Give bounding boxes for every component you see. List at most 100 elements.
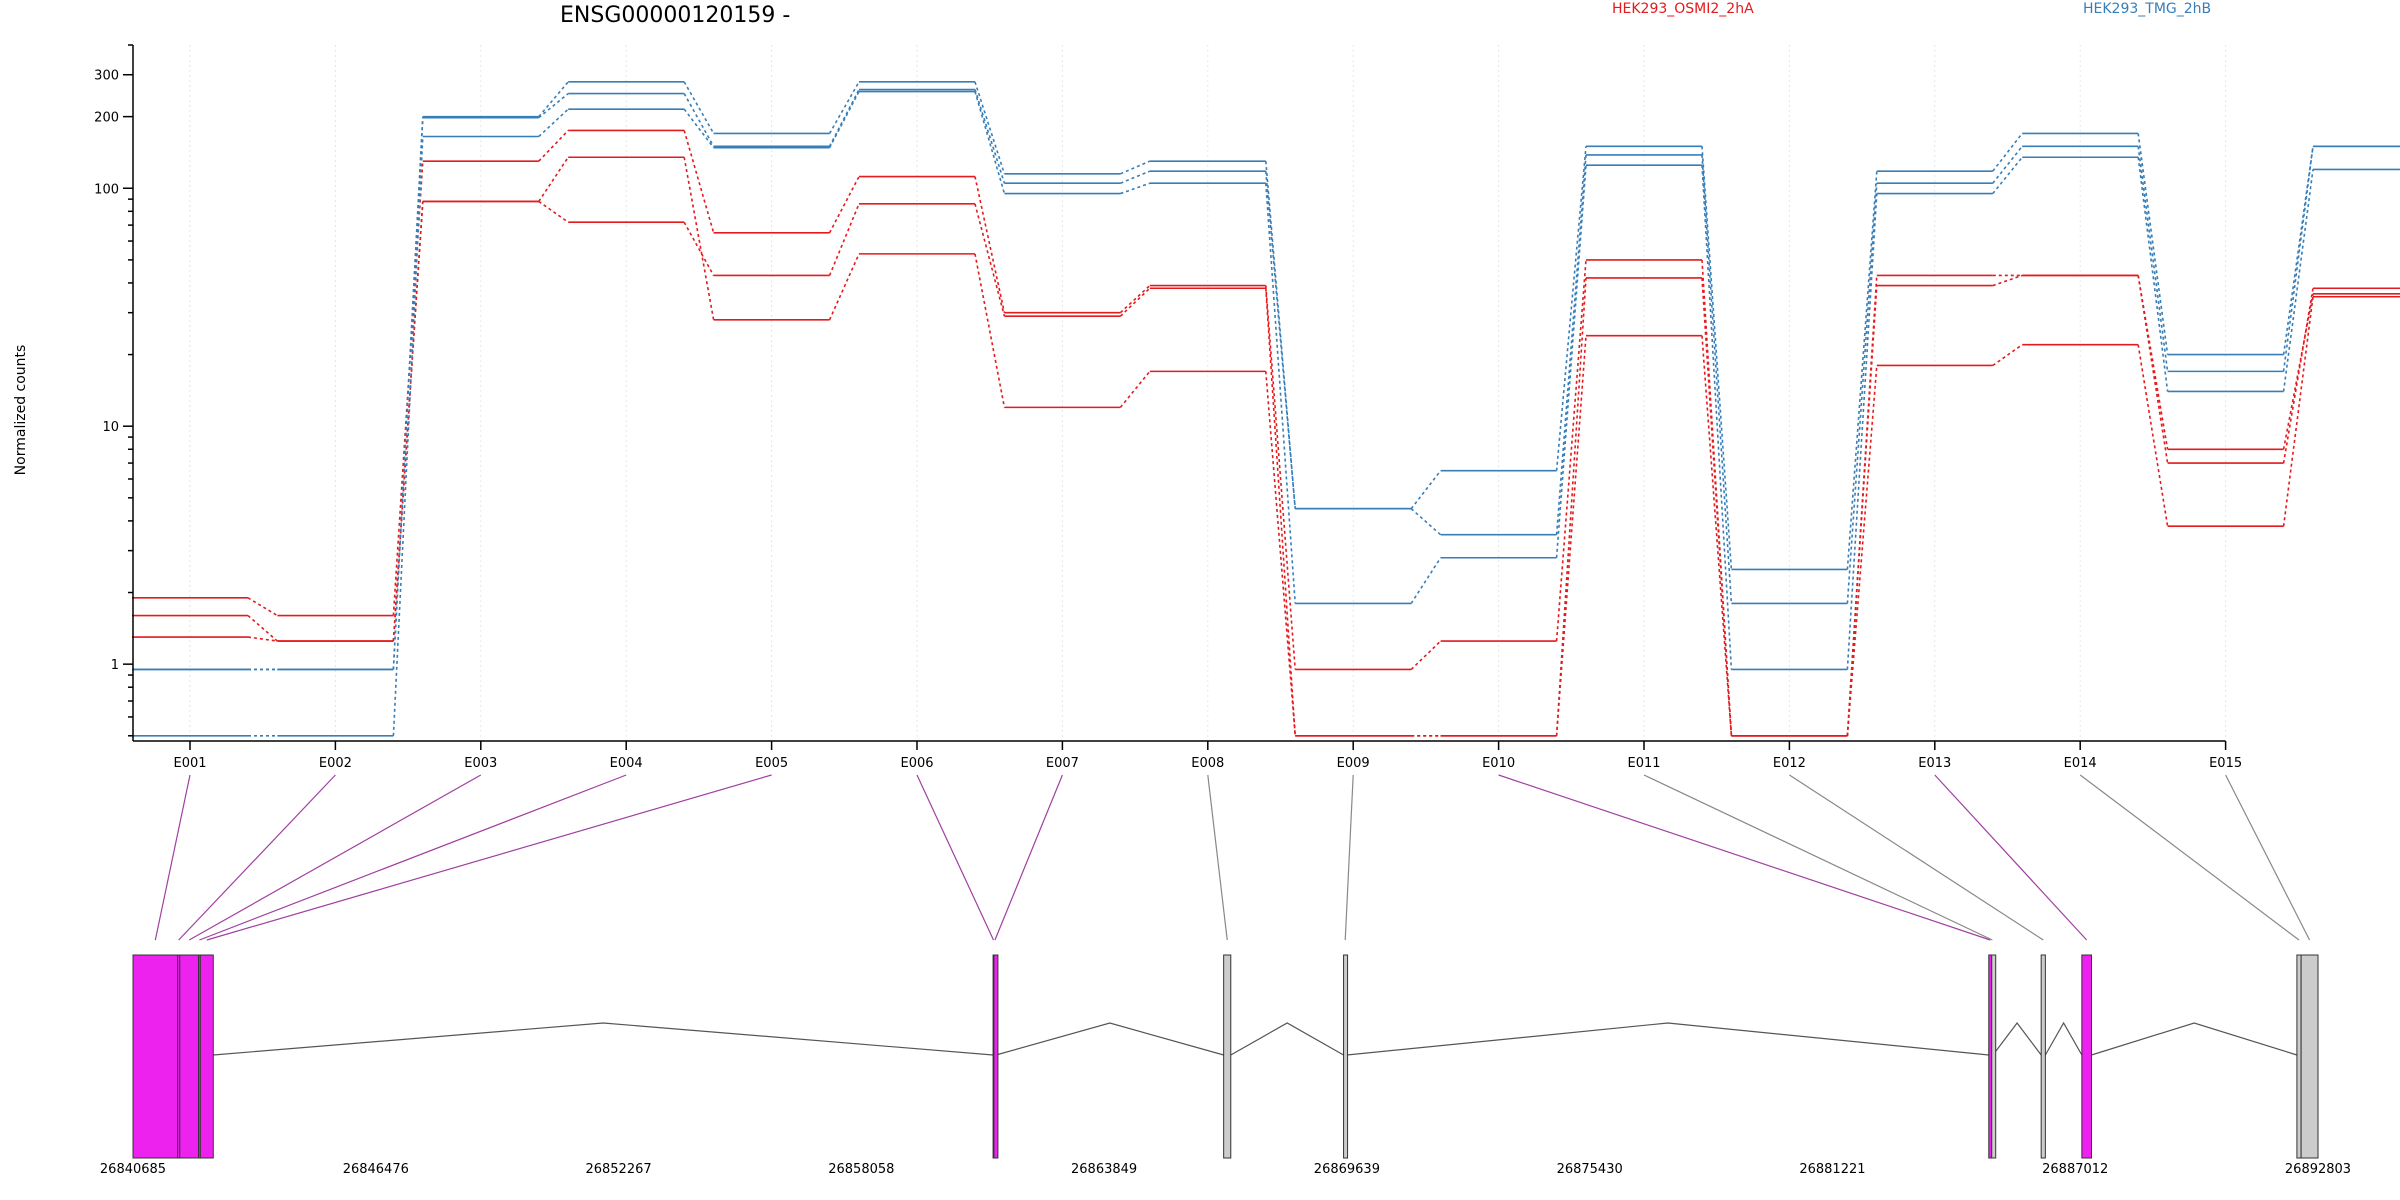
series-2-link-7 bbox=[1265, 371, 1296, 736]
connector-E004 bbox=[199, 774, 627, 941]
genomic-position-label: 26852267 bbox=[585, 1162, 651, 1177]
x-tick-label-E013: E013 bbox=[1918, 756, 1951, 771]
exon-block-E014 bbox=[2296, 954, 2302, 1159]
connector-E012 bbox=[1789, 774, 2044, 941]
connector-E015 bbox=[2225, 774, 2311, 941]
series-2-link-14 bbox=[2282, 296, 2314, 527]
intron-7 bbox=[2091, 1022, 2298, 1056]
series-1-link-0 bbox=[247, 614, 278, 642]
x-tick-label-E001: E001 bbox=[173, 756, 206, 771]
series-2-link-4 bbox=[828, 253, 860, 321]
intron-6 bbox=[2044, 1021, 2083, 1056]
series-2-link-6 bbox=[1119, 370, 1151, 408]
series-5-link-2 bbox=[538, 108, 569, 138]
series-4-link-4 bbox=[828, 89, 860, 147]
connector-E007 bbox=[994, 774, 1063, 941]
exon-block-E011 bbox=[1991, 954, 1997, 1159]
series-3-link-4 bbox=[828, 81, 860, 134]
series-3-link-2 bbox=[538, 81, 569, 118]
series-1-link-10 bbox=[1701, 277, 1733, 736]
exon-block-E003 bbox=[179, 954, 200, 1159]
connector-E009 bbox=[1344, 774, 1354, 941]
series-4-link-2 bbox=[538, 92, 569, 119]
series-3-link-14 bbox=[2282, 146, 2314, 355]
series-3-link-13 bbox=[2137, 133, 2169, 355]
y-tick-label-200: 200 bbox=[94, 111, 119, 126]
series-2-link-0 bbox=[247, 636, 278, 642]
series-0-link-1 bbox=[392, 161, 424, 616]
series-2-link-12 bbox=[1992, 344, 2023, 367]
series-4-link-10 bbox=[1701, 154, 1733, 604]
genomic-position-label: 26875430 bbox=[1557, 1162, 1623, 1177]
x-tick-label-E002: E002 bbox=[319, 756, 352, 771]
exon-block-E012 bbox=[2040, 954, 2046, 1159]
connector-E013 bbox=[1934, 774, 2088, 941]
series-0-link-8 bbox=[1410, 640, 1442, 671]
series-0-link-4 bbox=[828, 176, 860, 234]
y-tick-label-100: 100 bbox=[94, 182, 119, 197]
series-4-link-13 bbox=[2137, 146, 2169, 372]
series-4-link-12 bbox=[1992, 145, 2023, 184]
connector-E006 bbox=[916, 774, 995, 941]
series-0-link-9 bbox=[1555, 259, 1587, 642]
series-0-link-5 bbox=[974, 176, 1006, 313]
exon-block-E007 bbox=[993, 954, 999, 1159]
series-5-link-8 bbox=[1410, 557, 1442, 604]
series-5-link-1 bbox=[392, 136, 424, 736]
series-5-link-12 bbox=[1992, 156, 2023, 195]
series-5-link-9 bbox=[1555, 165, 1587, 558]
series-lines bbox=[132, 81, 2400, 737]
series-1-link-9 bbox=[1555, 277, 1587, 736]
x-tick-label-E006: E006 bbox=[900, 756, 933, 771]
series-5-link-11 bbox=[1846, 193, 1878, 670]
series-0-link-7 bbox=[1265, 285, 1296, 670]
x-tick-label-E007: E007 bbox=[1046, 756, 1079, 771]
exon-block-E009 bbox=[1343, 954, 1349, 1159]
y-tick-label-10: 10 bbox=[102, 420, 119, 435]
exon-block-E015 bbox=[2300, 954, 2319, 1159]
legend-entry-osmi2: HEK293_OSMI2_2hA bbox=[1612, 1, 1754, 17]
series-5-link-14 bbox=[2282, 169, 2314, 392]
series-4-link-11 bbox=[1846, 183, 1878, 604]
series-3-link-9 bbox=[1555, 146, 1587, 471]
genomic-position-label: 26892803 bbox=[2285, 1162, 2351, 1177]
x-tick-label-E003: E003 bbox=[464, 756, 497, 771]
connector-E010 bbox=[1498, 774, 1991, 941]
genomic-position-label: 26869639 bbox=[1314, 1162, 1380, 1177]
series-1-link-3 bbox=[683, 221, 715, 276]
series-4-link-14 bbox=[2282, 146, 2314, 372]
series-2-link-9 bbox=[1555, 335, 1587, 736]
intron-4 bbox=[1346, 1022, 1989, 1056]
series-1-link-11 bbox=[1846, 285, 1878, 736]
axes: E001 E002 E003 E004 E005 E006 E007 E008 E009 E010… bbox=[94, 44, 2242, 771]
connector-E014 bbox=[2079, 774, 2300, 941]
series-3-link-10 bbox=[1701, 146, 1733, 570]
x-tick-label-E015: E015 bbox=[2209, 756, 2242, 771]
series-5-link-4 bbox=[828, 91, 860, 149]
connector-E008 bbox=[1207, 774, 1228, 941]
intron-3 bbox=[1230, 1022, 1344, 1056]
intron-2 bbox=[995, 1022, 1224, 1056]
series-1-link-2 bbox=[538, 200, 569, 223]
y-axis-label: Normalized counts bbox=[13, 345, 29, 476]
exon-block-E013 bbox=[2081, 954, 2092, 1159]
series-2-link-10 bbox=[1701, 335, 1733, 736]
series-5-link-13 bbox=[2137, 157, 2169, 392]
connector-E005 bbox=[206, 774, 772, 941]
genomic-position-label: 26881221 bbox=[1799, 1162, 1865, 1177]
series-3-link-5 bbox=[974, 81, 1006, 175]
series-2-link-1 bbox=[392, 201, 424, 642]
y-tick-label-1: 1 bbox=[111, 658, 119, 673]
series-3-link-11 bbox=[1846, 171, 1878, 570]
series-5-link-5 bbox=[974, 91, 1006, 194]
x-tick-label-E009: E009 bbox=[1337, 756, 1370, 771]
series-4-link-7 bbox=[1265, 171, 1296, 509]
connector-E002 bbox=[178, 774, 336, 941]
series-2-link-3 bbox=[683, 157, 715, 320]
series-0-link-6 bbox=[1119, 284, 1151, 314]
series-2-link-5 bbox=[974, 253, 1006, 408]
exon-block-E005 bbox=[199, 954, 214, 1159]
gridlines bbox=[189, 45, 2227, 740]
connector-E001 bbox=[154, 774, 191, 941]
exon-block-E008 bbox=[1223, 954, 1232, 1159]
